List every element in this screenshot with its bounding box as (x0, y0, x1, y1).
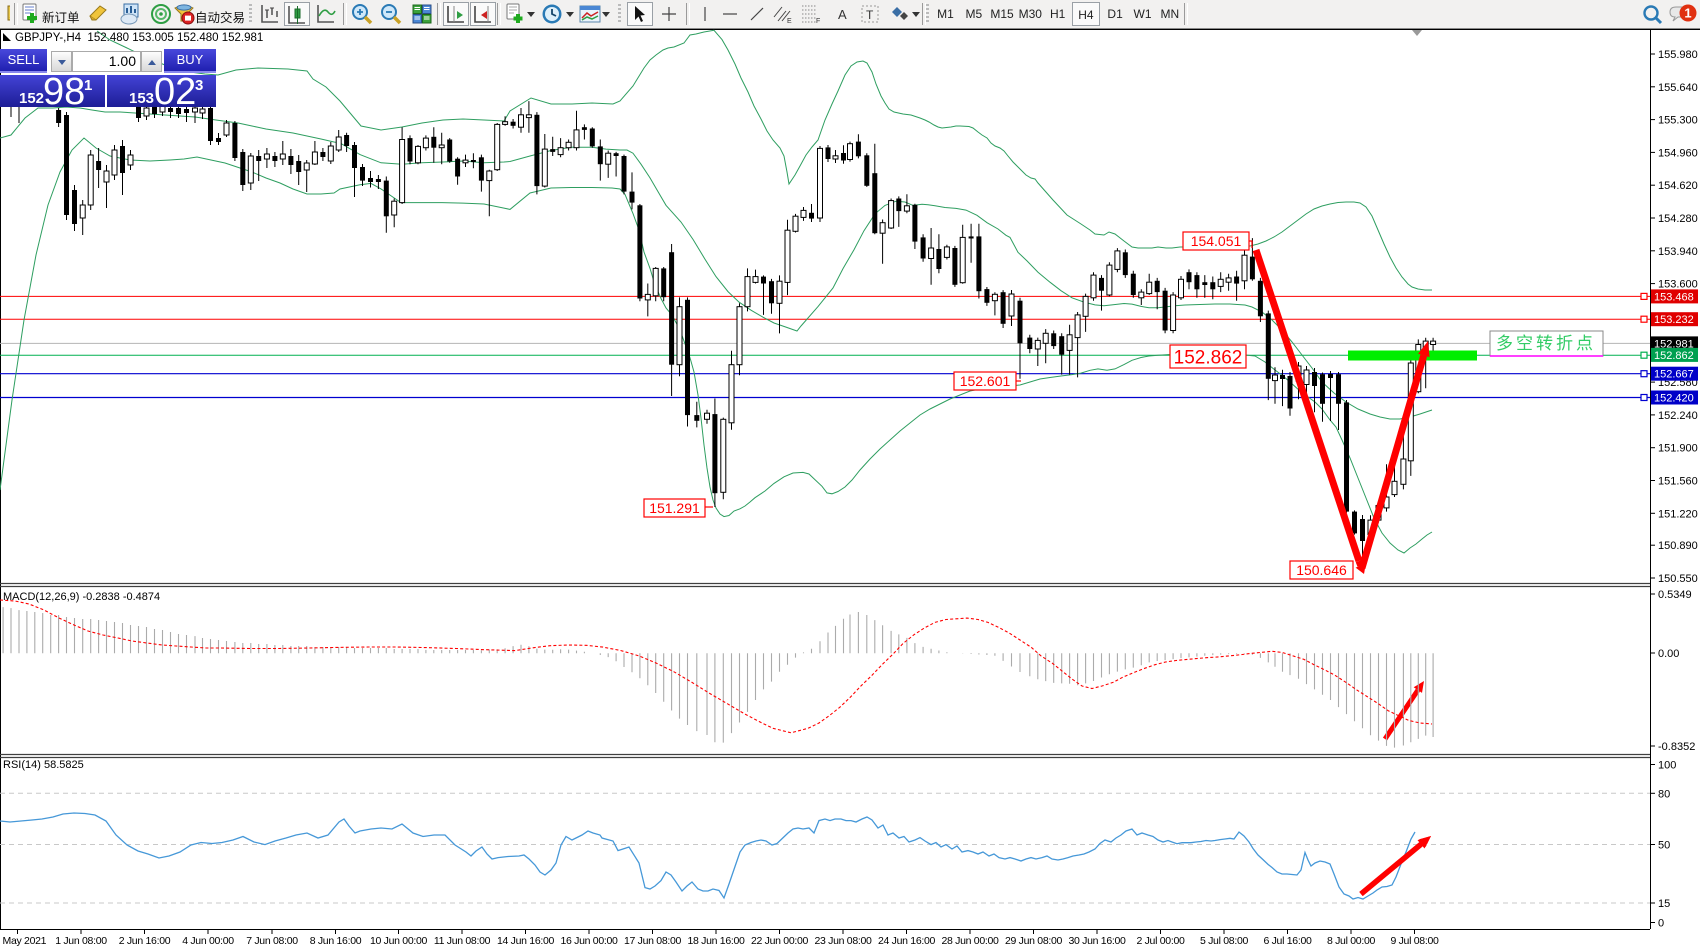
svg-text:2 Jul 00:00: 2 Jul 00:00 (1136, 935, 1185, 947)
svg-text:24 Jun 16:00: 24 Jun 16:00 (878, 935, 936, 947)
svg-text:152.667: 152.667 (1654, 369, 1694, 381)
svg-text:8 Jun 16:00: 8 Jun 16:00 (310, 935, 362, 947)
svg-text:155.300: 155.300 (1658, 115, 1698, 127)
svg-text:152.420: 152.420 (1654, 393, 1694, 405)
svg-text:150.646: 150.646 (1296, 562, 1347, 578)
svg-text:4 Jun 00:00: 4 Jun 00:00 (182, 935, 234, 947)
svg-text:30 Jun 16:00: 30 Jun 16:00 (1068, 935, 1126, 947)
svg-text:155.980: 155.980 (1658, 49, 1698, 61)
svg-text:-0.8352: -0.8352 (1658, 741, 1695, 753)
svg-text:151.291: 151.291 (649, 500, 700, 516)
svg-text:9 Jul 08:00: 9 Jul 08:00 (1390, 935, 1439, 947)
svg-text:14 Jun 16:00: 14 Jun 16:00 (497, 935, 555, 947)
svg-text:T: T (866, 8, 874, 22)
svg-text:16 Jun 00:00: 16 Jun 00:00 (560, 935, 618, 947)
svg-text:155.640: 155.640 (1658, 82, 1698, 94)
svg-text:A: A (838, 7, 847, 22)
svg-text:154.960: 154.960 (1658, 147, 1698, 159)
svg-text:152.862: 152.862 (1654, 350, 1694, 362)
svg-text:22 Jun 00:00: 22 Jun 00:00 (751, 935, 809, 947)
svg-text:153.940: 153.940 (1658, 246, 1698, 258)
svg-text:多空转折点: 多空转折点 (1496, 334, 1596, 353)
svg-text:28 Jun 00:00: 28 Jun 00:00 (941, 935, 999, 947)
svg-text:F: F (816, 18, 820, 25)
svg-text:10 Jun 00:00: 10 Jun 00:00 (370, 935, 428, 947)
svg-text:1 Jun 08:00: 1 Jun 08:00 (55, 935, 107, 947)
svg-text:152.601: 152.601 (960, 373, 1011, 389)
svg-text:154.620: 154.620 (1658, 180, 1698, 192)
svg-text:5 Jul 08:00: 5 Jul 08:00 (1200, 935, 1249, 947)
svg-text:80: 80 (1658, 788, 1670, 800)
svg-text:154.051: 154.051 (1191, 233, 1242, 249)
svg-text:15: 15 (1658, 898, 1670, 910)
svg-text:17 Jun 08:00: 17 Jun 08:00 (624, 935, 682, 947)
svg-text:RSI(14) 58.5825: RSI(14) 58.5825 (3, 759, 84, 771)
svg-text:153.600: 153.600 (1658, 279, 1698, 291)
svg-text:150.890: 150.890 (1658, 540, 1698, 552)
svg-text:152.240: 152.240 (1658, 410, 1698, 422)
svg-text:GBPJPY-,H4 152.480 153.005 15: GBPJPY-,H4 152.480 153.005 152.480 152.9… (15, 32, 263, 44)
svg-text:0.5349: 0.5349 (1658, 589, 1692, 601)
svg-text:MACD(12,26,9) -0.2838 -0.4874: MACD(12,26,9) -0.2838 -0.4874 (3, 591, 160, 603)
svg-text:1: 1 (1684, 6, 1691, 21)
svg-text:0: 0 (1658, 918, 1664, 930)
svg-text:29 Jun 08:00: 29 Jun 08:00 (1005, 935, 1063, 947)
svg-text:18 Jun 16:00: 18 Jun 16:00 (687, 935, 745, 947)
svg-text:31 May 2021: 31 May 2021 (0, 935, 47, 947)
svg-text:151.900: 151.900 (1658, 443, 1698, 455)
svg-text:23 Jun 08:00: 23 Jun 08:00 (814, 935, 872, 947)
svg-text:7 Jun 08:00: 7 Jun 08:00 (246, 935, 298, 947)
svg-text:2 Jun 16:00: 2 Jun 16:00 (119, 935, 171, 947)
svg-text:153.232: 153.232 (1654, 314, 1694, 326)
svg-text:6 Jul 16:00: 6 Jul 16:00 (1263, 935, 1312, 947)
svg-text:153.468: 153.468 (1654, 291, 1694, 303)
svg-text:151.220: 151.220 (1658, 508, 1698, 520)
svg-text:150.550: 150.550 (1658, 573, 1698, 585)
svg-text:50: 50 (1658, 840, 1670, 852)
svg-text:151.560: 151.560 (1658, 476, 1698, 488)
svg-text:0.00: 0.00 (1658, 648, 1679, 660)
svg-text:8 Jul 00:00: 8 Jul 00:00 (1327, 935, 1376, 947)
svg-text:152.862: 152.862 (1174, 347, 1243, 368)
svg-text:E: E (787, 18, 792, 25)
svg-text:152.981: 152.981 (1654, 338, 1694, 350)
svg-text:154.280: 154.280 (1658, 213, 1698, 225)
svg-text:11 Jun 08:00: 11 Jun 08:00 (434, 935, 491, 947)
svg-text:100: 100 (1658, 760, 1676, 772)
